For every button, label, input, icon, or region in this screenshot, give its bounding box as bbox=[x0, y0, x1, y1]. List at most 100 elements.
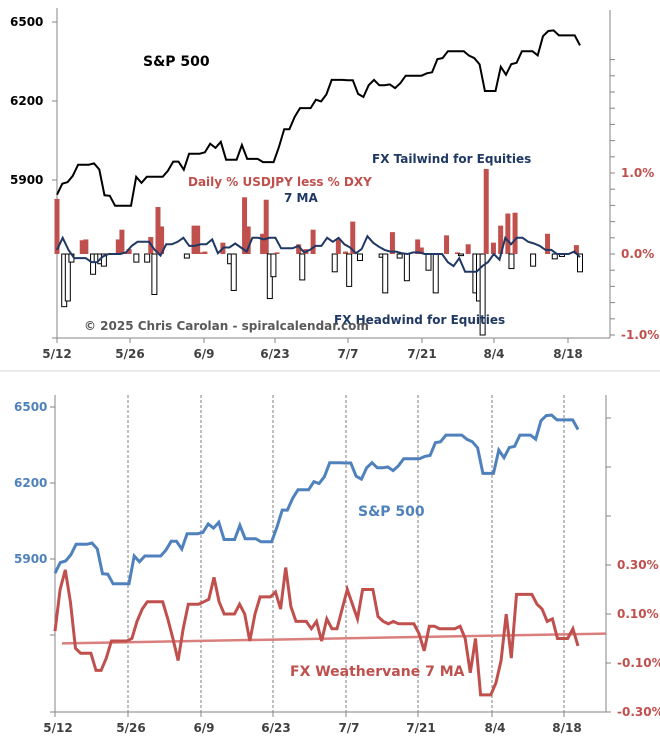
fx-bar-positive bbox=[191, 225, 197, 254]
bottom-right-tick-label: 0.30% bbox=[617, 558, 659, 572]
fx-bar-negative bbox=[356, 253, 363, 261]
bottom-spx-label: S&P 500 bbox=[358, 504, 425, 520]
top-right-tick-label: 1.0% bbox=[621, 166, 654, 180]
top-spx-line bbox=[56, 29, 581, 207]
fx-bar-positive bbox=[198, 252, 204, 254]
fx-bar-positive bbox=[159, 226, 165, 254]
bottom-trend-line bbox=[61, 632, 607, 645]
fx-bar-negative bbox=[479, 253, 486, 336]
top-right-tick-label: -1.0% bbox=[621, 328, 659, 342]
fx-daily-label: Daily % USDJPY less % DXY bbox=[188, 175, 372, 189]
fx-bar-positive bbox=[242, 197, 248, 254]
bottom-left-tick-label: 5900 bbox=[14, 552, 47, 566]
bottom-left-tick-label: 6500 bbox=[14, 400, 47, 414]
fx-bar-negative bbox=[270, 253, 277, 278]
fx-bar-negative bbox=[144, 253, 151, 263]
fx-bar-positive bbox=[202, 251, 208, 254]
fx-bar-negative bbox=[90, 253, 97, 275]
weathervane-label: FX Weathervane 7 MA bbox=[290, 664, 465, 680]
bottom-x-tick-label: 5/12 bbox=[43, 721, 72, 735]
top-right-tick-label: 0.0% bbox=[621, 247, 654, 261]
bottom-x-tick-label: 8/18 bbox=[552, 721, 581, 735]
fx-bar-positive bbox=[444, 235, 450, 254]
headwind-label: FX Headwind for Equities bbox=[334, 313, 505, 327]
fx-bar-positive bbox=[483, 168, 489, 254]
bottom-panel: S&P 500 FX Weathervane 7 MA 5/12 5/26 6/9 6… bbox=[14, 395, 660, 735]
fx-bar-positive bbox=[498, 225, 504, 254]
fx-bar-positive bbox=[454, 252, 460, 254]
bottom-x-tick-label: 8/4 bbox=[484, 721, 505, 735]
fx-bar-negative bbox=[403, 253, 410, 282]
fx-bar-negative bbox=[457, 253, 464, 257]
bottom-spx-line bbox=[53, 413, 580, 586]
fx-bar-negative bbox=[151, 253, 158, 295]
fx-bar-positive bbox=[465, 244, 471, 254]
fx-bar-positive bbox=[263, 199, 269, 254]
fx-bar-positive bbox=[335, 239, 341, 254]
top-left-tick-label: 5900 bbox=[10, 173, 43, 187]
fx-bar-negative bbox=[64, 253, 71, 302]
fx-bar-positive bbox=[296, 244, 302, 254]
bottom-x-tick-label: 6/9 bbox=[193, 721, 214, 735]
bottom-x-tick-label: 7/7 bbox=[338, 721, 359, 735]
fx-bar-negative bbox=[432, 253, 439, 294]
fx-bar-positive bbox=[119, 229, 125, 254]
top-left-tick-label: 6500 bbox=[10, 15, 43, 29]
fx-bar-negative bbox=[299, 253, 306, 281]
top-x-tick-label: 5/12 bbox=[42, 347, 71, 361]
fx-bar-positive bbox=[245, 226, 251, 254]
top-x-tick-label: 7/7 bbox=[337, 347, 358, 361]
fx-bar-negative bbox=[530, 253, 537, 267]
top-panel: S&P 500 Daily % USDJPY less % DXY 7 MA F… bbox=[10, 8, 659, 361]
fx-bar-positive bbox=[83, 239, 89, 254]
top-left-tick-label: 6200 bbox=[10, 94, 43, 108]
bottom-right-tick-label: -0.30% bbox=[617, 705, 660, 719]
fx-bar-positive bbox=[389, 232, 395, 254]
top-x-tick-label: 8/4 bbox=[483, 347, 504, 361]
fx-bar-positive bbox=[418, 247, 424, 254]
bottom-right-tick-label: 0.10% bbox=[617, 607, 659, 621]
fx-bar-negative bbox=[183, 253, 190, 259]
fx-bar-positive bbox=[195, 225, 201, 254]
fx-bar-negative bbox=[425, 253, 432, 271]
top-ma-line bbox=[56, 234, 581, 273]
fx-bar-positive bbox=[573, 245, 579, 254]
fx-bar-positive bbox=[126, 249, 132, 254]
fx-bar-negative bbox=[346, 253, 353, 287]
fx-bar-positive bbox=[490, 242, 496, 254]
fx-bar-positive bbox=[350, 221, 356, 254]
fx-bar-positive bbox=[260, 233, 266, 254]
top-x-tick-label: 7/21 bbox=[407, 347, 436, 361]
fx-bar-positive bbox=[155, 207, 161, 254]
top-x-tick-label: 5/26 bbox=[115, 347, 144, 361]
fx-bar-negative bbox=[100, 253, 107, 267]
fx-bar-negative bbox=[230, 253, 237, 291]
tailwind-label: FX Tailwind for Equities bbox=[372, 152, 531, 166]
fx-bar-positive bbox=[310, 229, 316, 254]
fx-bar-positive bbox=[274, 252, 280, 254]
fx-bar-positive bbox=[115, 239, 121, 254]
copyright-label: © 2025 Chris Carolan - spiralcalendar.co… bbox=[84, 319, 369, 333]
fx-bar-negative bbox=[331, 253, 338, 273]
fx-bar-negative bbox=[577, 253, 583, 273]
fx-bar-negative bbox=[382, 253, 389, 294]
fx-bar-negative bbox=[551, 253, 558, 260]
fx-bar-positive bbox=[343, 251, 349, 254]
bottom-weathervane-line bbox=[53, 567, 580, 697]
bottom-right-tick-label: -0.10% bbox=[617, 656, 660, 670]
fx-bar-negative bbox=[508, 253, 515, 270]
bottom-x-tick-label: 6/23 bbox=[261, 721, 290, 735]
fx-bar-positive bbox=[79, 240, 85, 254]
fx-bar-positive bbox=[415, 239, 421, 254]
bottom-x-tick-label: 7/21 bbox=[406, 721, 435, 735]
fx-bar-positive bbox=[505, 213, 511, 254]
ma-label: 7 MA bbox=[284, 191, 318, 205]
top-x-tick-label: 6/23 bbox=[260, 347, 289, 361]
top-x-tick-label: 6/9 bbox=[193, 347, 214, 361]
fx-bar-negative bbox=[396, 253, 403, 259]
fx-bar-positive bbox=[512, 212, 518, 254]
top-spx-label: S&P 500 bbox=[143, 54, 210, 70]
bottom-x-tick-label: 5/26 bbox=[116, 721, 145, 735]
fx-bar-positive bbox=[54, 198, 60, 254]
